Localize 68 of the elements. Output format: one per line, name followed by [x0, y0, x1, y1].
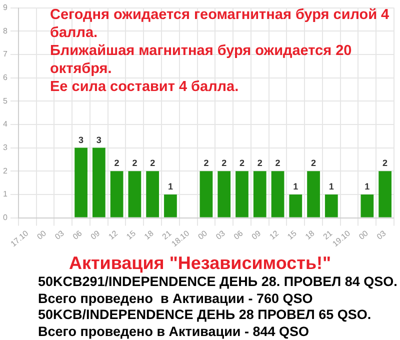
bar: [253, 171, 266, 218]
data-label: 2: [257, 158, 262, 168]
y-tick-label: 5: [2, 96, 8, 106]
y-tick-label: 2: [2, 166, 8, 176]
x-tick-label: 03: [53, 228, 66, 242]
data-label: 2: [114, 158, 120, 168]
x-tick-label: 21: [322, 228, 335, 242]
x-tick-label: 21: [160, 228, 174, 242]
bar: [146, 171, 160, 218]
data-label: 2: [382, 158, 388, 168]
y-tick-label: 4: [2, 120, 8, 129]
data-label: 1: [328, 181, 334, 192]
data-label: 2: [204, 158, 209, 168]
x-tick-label: 00: [196, 228, 210, 242]
text: 50KCB/INDEPENDENCE ДЕНЬ 28 ПРОВЕЛ 65 QSO.: [37, 307, 372, 324]
x-tick-label: 18: [304, 228, 317, 242]
annotation: Сегодня ожидается геомагнитная буря силой 4 балла.: [50, 6, 390, 42]
y-tick-label: 1: [2, 190, 8, 199]
x-tick-label: 06: [232, 228, 246, 242]
bar: [110, 171, 124, 218]
x-tick-label: 03: [375, 228, 388, 242]
data-label: 2: [222, 158, 227, 168]
x-tick-label: 06: [71, 228, 84, 242]
bar: [324, 194, 338, 218]
x-tick-label: 09: [250, 228, 263, 242]
data-label: 2: [132, 158, 138, 168]
y-tick-label: 0: [2, 212, 8, 222]
bar: [360, 194, 374, 218]
bar: [307, 171, 320, 218]
bar: [378, 171, 392, 218]
x-tick-label: 12: [106, 228, 120, 242]
data-label: 2: [150, 158, 156, 168]
x-tick-label: 09: [89, 228, 102, 242]
data-label: 3: [78, 134, 84, 145]
bar: [236, 171, 248, 218]
text: 50KCB291/INDEPENDENCE ДЕНЬ 28. ПРОВЕЛ 84 QSO.: [37, 274, 398, 290]
data-label: 2: [275, 158, 280, 168]
data-label: 2: [311, 158, 316, 168]
x-tick-label: 15: [124, 228, 138, 242]
x-tick-label: 12: [268, 228, 281, 242]
x-tick-label: 18: [142, 228, 156, 242]
data-label: 1: [364, 181, 370, 192]
annotation: Ее сила составит 4 балла.: [50, 78, 240, 96]
bar: [200, 171, 213, 218]
y-tick-label: 8: [2, 26, 8, 36]
x-tick-label: 00: [35, 228, 48, 242]
text: Активация "Независимость!": [68, 252, 332, 274]
y-tick-label: 7: [2, 50, 8, 59]
x-tick-label: 00: [357, 228, 370, 242]
text: Всего проведено в Активации - 760 QSO: [37, 290, 314, 307]
bar: [218, 171, 231, 218]
y-tick-label: 3: [2, 142, 8, 152]
data-label: 3: [96, 134, 102, 145]
bar: [289, 194, 302, 218]
data-label: 1: [168, 181, 173, 192]
bar: [128, 171, 142, 218]
x-tick-label: 03: [214, 228, 228, 242]
y-tick-label: 6: [2, 72, 8, 82]
bar: [164, 194, 177, 218]
x-tick-label: 15: [286, 228, 299, 242]
text: Всего проведено в Активации - 844 QSO: [37, 324, 310, 340]
bar: [271, 171, 284, 218]
bar: [74, 148, 88, 218]
data-label: 1: [293, 181, 298, 192]
y-tick-label: 9: [2, 3, 8, 12]
annotation: Ближайшая магнитная буря ожидается 20 октября.: [50, 42, 353, 78]
data-label: 2: [239, 158, 244, 168]
bar: [92, 148, 106, 218]
